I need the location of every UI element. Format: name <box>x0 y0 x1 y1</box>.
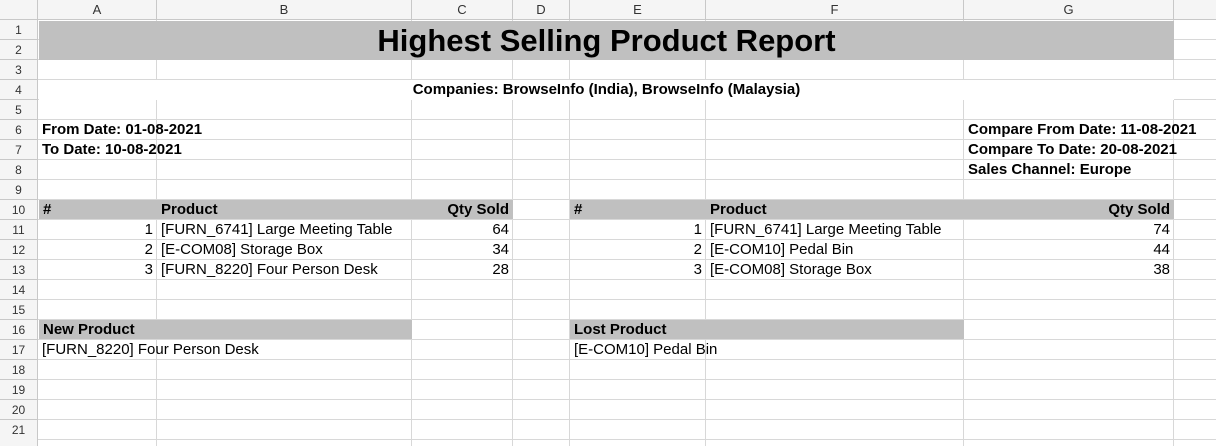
row-header[interactable]: 21 <box>0 420 38 446</box>
left-table-header-qty[interactable]: Qty Sold <box>412 200 513 219</box>
row-header[interactable]: 19 <box>0 380 38 400</box>
right-table-qty[interactable]: 44 <box>1153 241 1170 258</box>
left-table-num[interactable]: 1 <box>144 221 153 238</box>
row-header[interactable]: 18 <box>0 360 38 380</box>
row-header[interactable]: 17 <box>0 340 38 360</box>
to-date-cell[interactable]: To Date: 10-08-2021 <box>42 141 182 158</box>
right-table-product[interactable]: [E-COM10] Pedal Bin <box>710 241 854 258</box>
column-header-b[interactable]: B <box>157 0 412 20</box>
row-header[interactable]: 4 <box>0 80 38 100</box>
left-table-product[interactable]: [FURN_8220] Four Person Desk <box>161 261 378 278</box>
column-header-g[interactable]: G <box>964 0 1174 20</box>
column-header-h[interactable] <box>1174 0 1216 20</box>
right-table-num[interactable]: 2 <box>693 241 702 258</box>
column-header-d[interactable]: D <box>513 0 570 20</box>
row-header[interactable]: 11 <box>0 220 38 240</box>
left-table-num[interactable]: 3 <box>144 261 153 278</box>
left-table-product[interactable]: [E-COM08] Storage Box <box>161 241 323 258</box>
left-table-qty[interactable]: 34 <box>492 241 509 258</box>
row-header[interactable]: 13 <box>0 260 38 280</box>
row-header[interactable]: 15 <box>0 300 38 320</box>
lost-product-header[interactable]: Lost Product <box>570 320 964 339</box>
column-header-f[interactable]: F <box>706 0 964 20</box>
right-table-header-num[interactable]: # <box>570 200 706 219</box>
row-header[interactable]: 1 <box>0 20 38 40</box>
left-table-qty[interactable]: 64 <box>492 221 509 238</box>
compare-to-date-cell[interactable]: Compare To Date: 20-08-2021 <box>968 141 1177 158</box>
column-header-c[interactable]: C <box>412 0 513 20</box>
row-header[interactable]: 3 <box>0 60 38 80</box>
left-table-header-product[interactable]: Product <box>157 200 412 219</box>
row-header[interactable]: 2 <box>0 40 38 60</box>
row-header[interactable]: 6 <box>0 120 38 140</box>
left-table-qty[interactable]: 28 <box>492 261 509 278</box>
compare-from-date-cell[interactable]: Compare From Date: 11-08-2021 <box>968 121 1197 138</box>
row-header[interactable]: 10 <box>0 200 38 220</box>
right-table-product[interactable]: [FURN_6741] Large Meeting Table <box>710 221 942 238</box>
row-header[interactable]: 5 <box>0 100 38 120</box>
right-table-product[interactable]: [E-COM08] Storage Box <box>710 261 872 278</box>
row-header[interactable]: 16 <box>0 320 38 340</box>
new-product-value[interactable]: [FURN_8220] Four Person Desk <box>42 341 259 358</box>
sales-channel-cell[interactable]: Sales Channel: Europe <box>968 161 1132 178</box>
row-header[interactable]: 12 <box>0 240 38 260</box>
companies-label[interactable]: Companies: BrowseInfo (India), BrowseInf… <box>39 80 1174 100</box>
lost-product-value[interactable]: [E-COM10] Pedal Bin <box>574 341 718 358</box>
column-header-a[interactable]: A <box>38 0 157 20</box>
row-header[interactable]: 8 <box>0 160 38 180</box>
left-table-num[interactable]: 2 <box>144 241 153 258</box>
row-header[interactable]: 14 <box>0 280 38 300</box>
select-all-corner[interactable] <box>0 0 38 20</box>
right-table-qty[interactable]: 74 <box>1153 221 1170 238</box>
new-product-header[interactable]: New Product <box>39 320 412 339</box>
left-table-product[interactable]: [FURN_6741] Large Meeting Table <box>161 221 393 238</box>
row-header[interactable]: 20 <box>0 400 38 420</box>
right-table-header-product[interactable]: Product <box>706 200 964 219</box>
report-title[interactable]: Highest Selling Product Report <box>39 21 1174 60</box>
row-header[interactable]: 9 <box>0 180 38 200</box>
right-table-num[interactable]: 1 <box>693 221 702 238</box>
left-table-header-num[interactable]: # <box>39 200 157 219</box>
from-date-cell[interactable]: From Date: 01-08-2021 <box>42 121 203 138</box>
right-table-header-qty[interactable]: Qty Sold <box>964 200 1174 219</box>
column-header-e[interactable]: E <box>570 0 706 20</box>
right-table-qty[interactable]: 38 <box>1153 261 1170 278</box>
right-table-num[interactable]: 3 <box>693 261 702 278</box>
row-header[interactable]: 7 <box>0 140 38 160</box>
